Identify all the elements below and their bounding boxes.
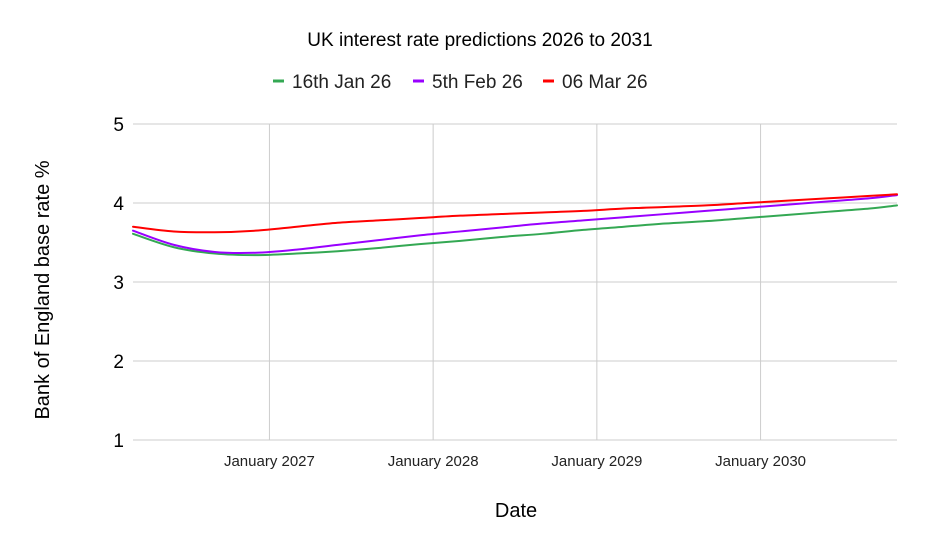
x-gridlines — [268, 124, 762, 440]
y-tick-label: 1 — [113, 431, 124, 452]
series-line-3 — [132, 193, 898, 234]
x-tick-label: January 2029 — [551, 453, 642, 470]
y-tick-label: 3 — [113, 273, 124, 294]
x-axis-title: Date — [495, 500, 537, 522]
x-tick-label: January 2027 — [224, 453, 315, 470]
y-gridlines — [133, 123, 897, 441]
y-tick-label: 2 — [113, 352, 124, 373]
series-lines — [132, 193, 898, 257]
series-line-1 — [132, 204, 898, 257]
legend-label: 06 Mar 26 — [562, 72, 648, 93]
y-axis-title: Bank of England base rate % — [32, 160, 54, 419]
series-line-2 — [132, 194, 898, 255]
chart-title: UK interest rate predictions 2026 to 203… — [307, 30, 652, 51]
legend-label: 16th Jan 26 — [292, 72, 391, 93]
y-axis-ticks: 1 2 3 4 5 — [113, 115, 124, 452]
x-tick-label: January 2030 — [715, 453, 806, 470]
x-tick-label: January 2028 — [388, 453, 479, 470]
legend-label: 5th Feb 26 — [432, 72, 523, 93]
y-tick-label: 5 — [113, 115, 124, 136]
legend: 16th Jan 26 5th Feb 26 06 Mar 26 — [273, 72, 648, 93]
y-tick-label: 4 — [113, 194, 124, 215]
x-axis-ticks: January 2027 January 2028 January 2029 Janu… — [224, 453, 806, 470]
